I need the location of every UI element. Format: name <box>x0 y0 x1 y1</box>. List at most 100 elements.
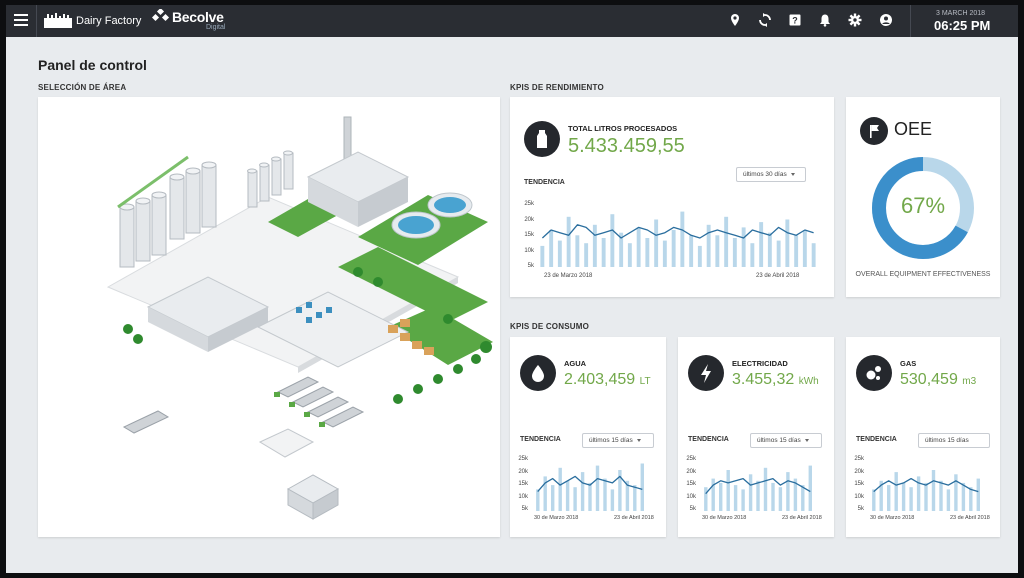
y-tick: 15k <box>518 481 528 487</box>
total-bar <box>654 219 659 267</box>
total-bar <box>540 245 545 267</box>
y-tick: 15k <box>854 481 864 487</box>
location-icon[interactable] <box>728 13 742 27</box>
oee-title: OEE <box>894 119 933 139</box>
electricidad-number: 3.455,32 <box>732 371 795 388</box>
electricidad-trend-label: TENDENCIA <box>688 436 729 443</box>
user-icon[interactable] <box>879 13 893 27</box>
agua-range-select[interactable]: últimos 15 días <box>582 433 654 448</box>
total-bar <box>584 243 589 267</box>
milk-bottle-icon <box>524 121 560 157</box>
oee-subtitle: OVERALL EQUIPMENT EFFECTIVENESS <box>855 271 991 278</box>
gas-bar <box>976 478 980 511</box>
electricidad-bar <box>763 467 768 511</box>
electricidad-bar <box>704 487 708 511</box>
total-bar <box>689 235 694 267</box>
agua-trend-label: TENDENCIA <box>520 436 561 443</box>
flag-icon <box>860 117 888 145</box>
oee-donut-chart[interactable] <box>870 155 976 261</box>
chevron-down-icon <box>804 438 809 442</box>
total-bar <box>671 230 676 267</box>
gas-trend-chart[interactable] <box>870 457 982 511</box>
electricidad-bar <box>793 478 798 511</box>
agua-number: 2.403,459 <box>564 371 636 388</box>
electricidad-bar <box>711 478 715 511</box>
y-tick: 15k <box>686 481 696 487</box>
oee-ring-value <box>872 157 974 259</box>
electricidad-range-select[interactable]: últimos 15 días <box>750 433 822 448</box>
total-bar <box>680 211 685 267</box>
area-selection-card <box>38 97 500 537</box>
agua-unit: LT <box>639 376 651 387</box>
total-bar <box>741 227 746 267</box>
gas-bar <box>924 482 928 511</box>
total-bar <box>557 240 562 267</box>
y-tick: 20k <box>518 468 528 475</box>
app-frame: Dairy Factory Becolve Digital ? <box>6 5 1018 573</box>
y-tick: 15k <box>524 232 534 238</box>
agua-bar <box>595 465 600 511</box>
electricidad-trend-chart[interactable] <box>702 457 814 511</box>
gas-bar <box>946 489 951 511</box>
agua-trend-chart[interactable] <box>534 457 646 511</box>
electricidad-x-end: 23 de Abril 2018 <box>782 515 822 521</box>
gas-bar <box>887 485 891 511</box>
y-tick: 20k <box>854 468 864 475</box>
agua-x-end: 23 de Abril 2018 <box>614 515 654 521</box>
total-bar <box>592 224 597 267</box>
brand-name: Dairy Factory <box>76 15 142 27</box>
agua-bar <box>565 480 570 511</box>
becolve-logo-icon <box>152 9 170 22</box>
rendimiento-section-label: KPIS DE RENDIMIENTO <box>510 83 604 92</box>
sync-icon[interactable] <box>758 13 772 27</box>
total-bar <box>759 222 764 267</box>
electricidad-bar <box>771 482 775 511</box>
total-bar <box>811 243 816 267</box>
agua-bar <box>588 482 592 511</box>
gas-x-start: 30 de Marzo 2018 <box>870 515 915 521</box>
help-icon[interactable]: ? <box>788 13 802 27</box>
menu-icon[interactable] <box>14 14 28 26</box>
oee-card: OEE 67% OVERALL EQUIPMENT EFFECTIVENESS <box>846 97 1000 297</box>
total-range-select[interactable]: últimos 30 días <box>736 167 806 182</box>
total-bar <box>566 216 571 267</box>
total-x-start: 23 de Marzo 2018 <box>544 273 593 279</box>
total-bar <box>662 240 667 267</box>
electricidad-x-start: 30 de Marzo 2018 <box>702 515 747 521</box>
gas-range-select[interactable]: últimos 15 días <box>918 433 990 448</box>
svg-text:?: ? <box>792 16 798 26</box>
agua-bar <box>618 470 622 511</box>
total-bar <box>767 232 772 267</box>
agua-bar <box>610 489 615 511</box>
y-tick: 25k <box>686 456 696 462</box>
agua-bar <box>551 485 555 511</box>
electricidad-bar <box>726 470 730 511</box>
total-bar <box>794 235 799 267</box>
agua-bar <box>580 472 585 511</box>
total-y-axis: 25k 20k 15k 10k 5k <box>514 197 534 275</box>
electricidad-bar <box>756 480 760 511</box>
total-bar <box>732 238 737 267</box>
gas-bar <box>916 476 921 511</box>
total-litros-card: TOTAL LITROS PROCESADOS 5.433.459,55 TEN… <box>510 97 834 297</box>
lightning-icon <box>688 355 724 391</box>
chevron-down-icon <box>790 172 795 176</box>
company-subtitle: Digital <box>206 24 226 31</box>
bell-icon[interactable] <box>818 13 832 27</box>
total-trend-chart[interactable] <box>538 201 818 267</box>
agua-bar <box>633 485 637 511</box>
gas-bar <box>894 472 898 511</box>
total-bar <box>619 232 624 267</box>
divider <box>910 5 911 37</box>
consumo-section-label: KPIS DE CONSUMO <box>510 322 590 331</box>
gas-bar <box>961 482 966 511</box>
total-bar <box>750 243 755 267</box>
total-trend-line <box>541 224 814 239</box>
gas-unit: m3 <box>962 376 977 387</box>
factory-map[interactable] <box>38 97 500 537</box>
gear-icon[interactable] <box>848 13 862 27</box>
electricidad-trend-line <box>705 477 811 495</box>
agua-bar <box>543 476 547 511</box>
electricidad-bar <box>786 472 790 511</box>
gas-bar <box>901 482 906 511</box>
